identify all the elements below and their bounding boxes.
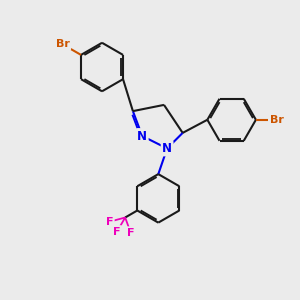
Text: N: N [162,142,172,155]
Text: F: F [106,217,113,227]
Text: Br: Br [56,39,70,49]
Text: N: N [137,130,147,142]
Text: F: F [127,228,134,238]
Text: Br: Br [270,115,284,125]
Text: F: F [113,226,121,236]
